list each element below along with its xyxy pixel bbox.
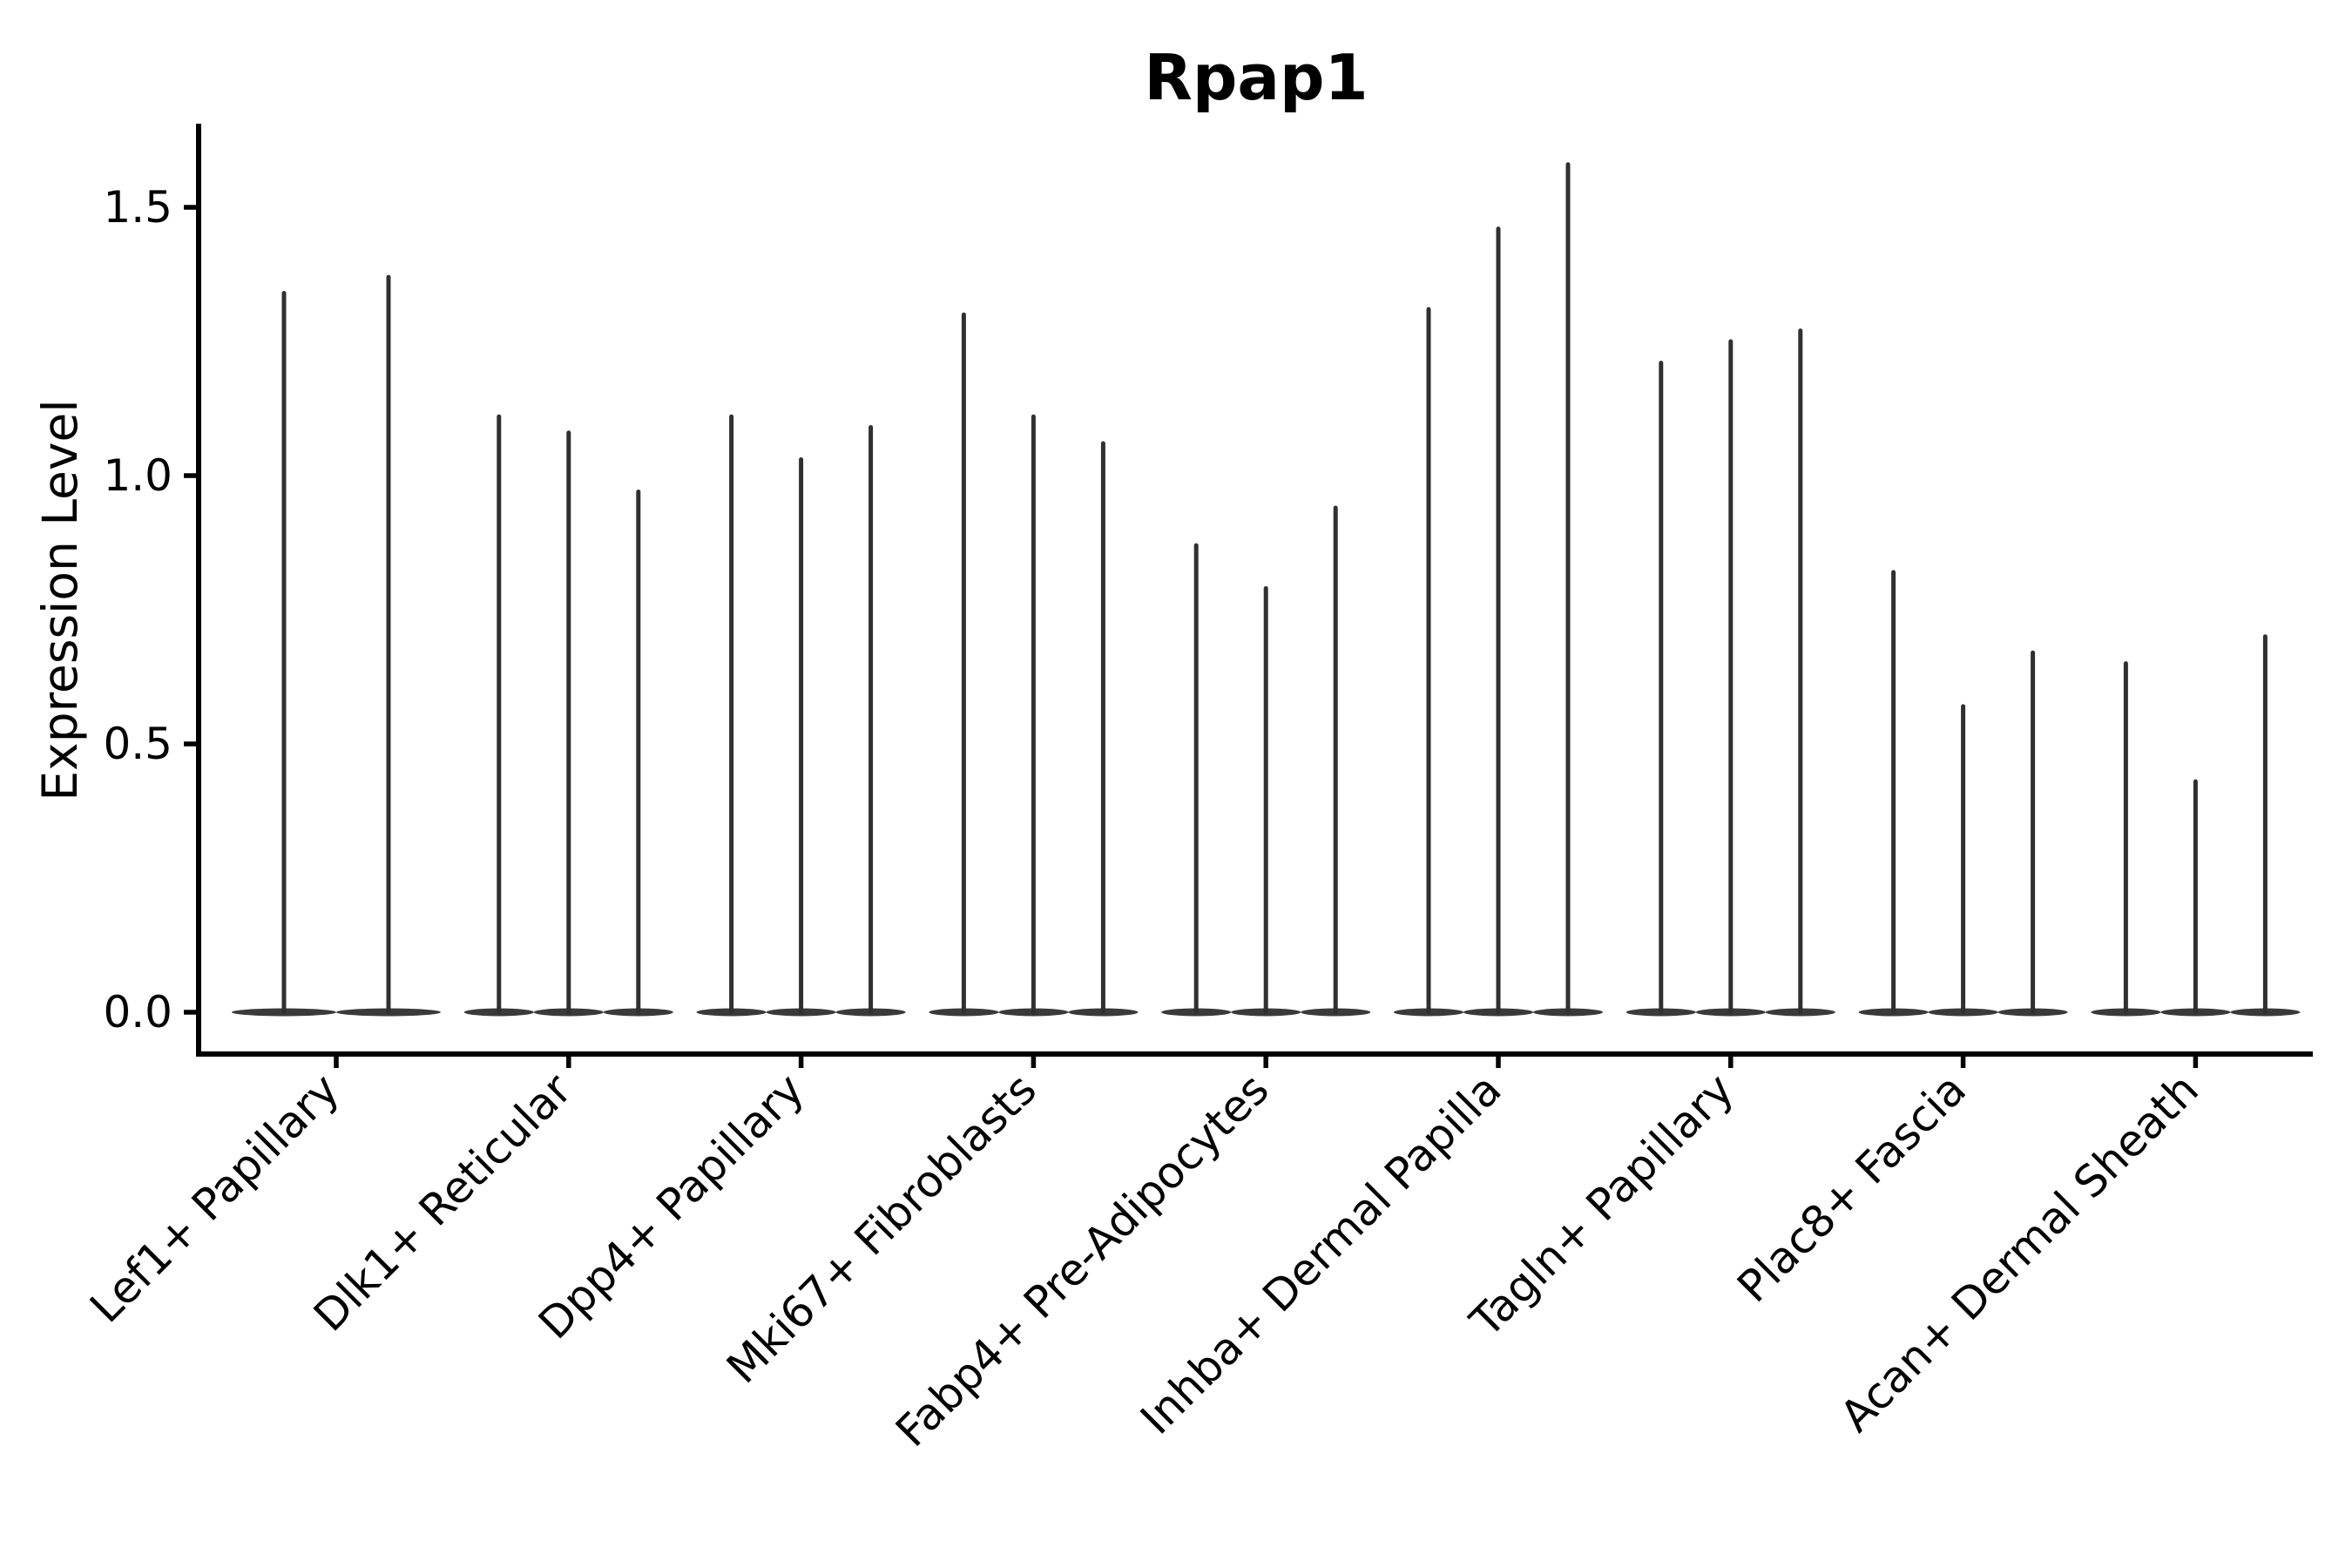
y-tick-label: 0.0 bbox=[103, 987, 172, 1037]
y-tick-label: 1.5 bbox=[103, 182, 172, 233]
y-tick-label: 0.5 bbox=[103, 719, 172, 769]
y-tick-label: 1.0 bbox=[103, 450, 172, 501]
x-tick-label: Dlk1+ Reticular bbox=[304, 1064, 581, 1341]
x-tick-label: Lef1+ Papillary bbox=[80, 1064, 348, 1332]
chart-title: Rpap1 bbox=[1144, 41, 1368, 114]
y-axis-title: Expression Level bbox=[32, 399, 88, 801]
x-tick-label: Plac8+ Fascia bbox=[1727, 1064, 1976, 1312]
violins-layer bbox=[232, 162, 2301, 1017]
x-tick-label: Fabp4+ Pre-Adipocytes bbox=[886, 1064, 1279, 1456]
y-axis-ticks: 0.0 0.5 1.0 1.5 bbox=[103, 182, 199, 1037]
